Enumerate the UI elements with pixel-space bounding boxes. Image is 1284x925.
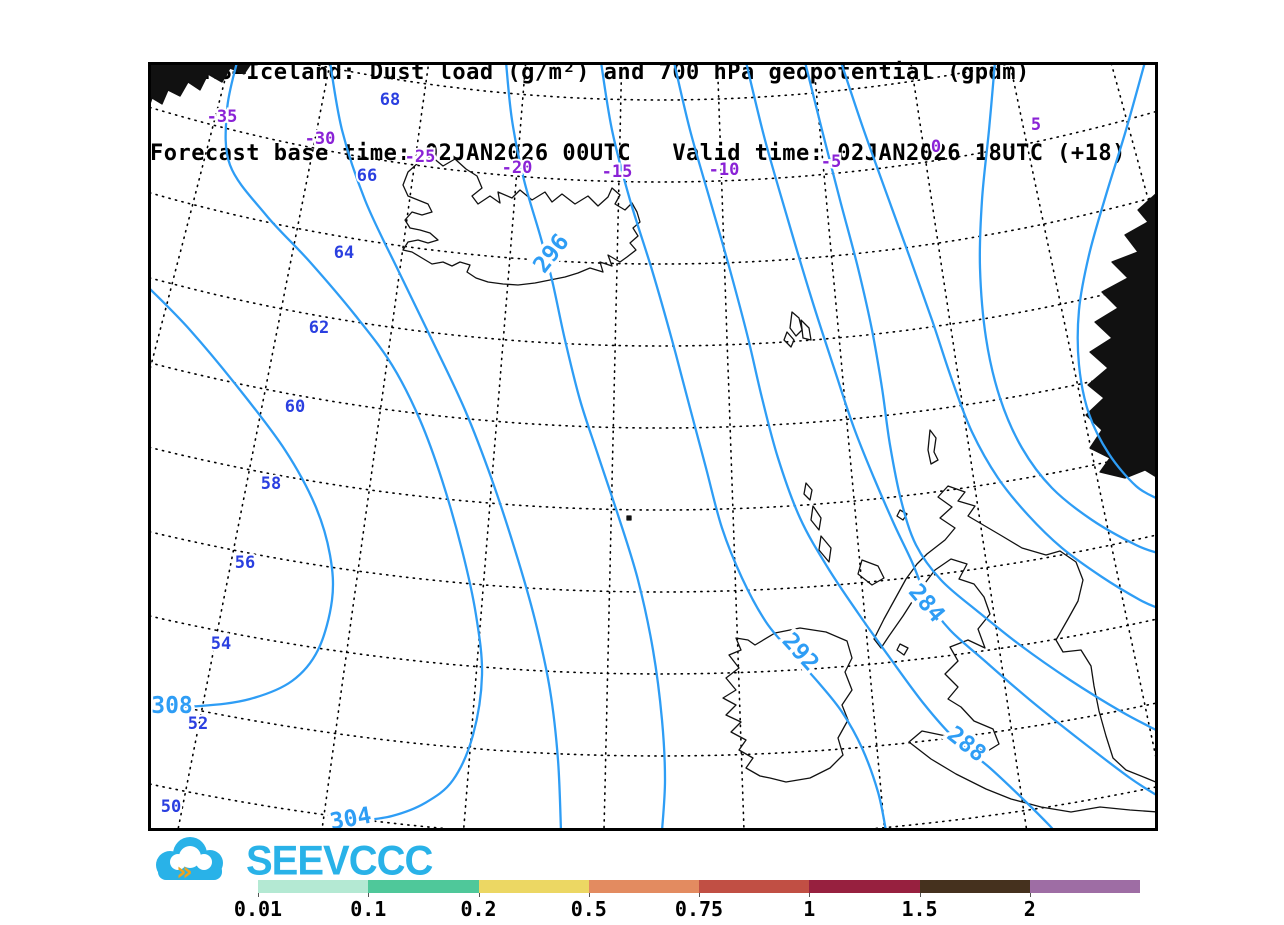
seevccc-cloud-icon: » <box>156 837 223 887</box>
logo-arrow-icon: » <box>176 857 193 887</box>
contour-label-288: 288 <box>942 721 991 767</box>
graticule-parallel-58 <box>149 446 1157 511</box>
graticule-parallel-54 <box>149 614 1157 675</box>
latitude-label-56: 56 <box>235 553 255 573</box>
latitude-label-60: 60 <box>285 397 305 417</box>
seevccc-logo: » SEEVCCC <box>146 833 433 889</box>
graticule-meridian--15 <box>603 63 623 830</box>
map-label-layer: -35 -30 -25 -20 -15 -10 -5 0 5 68 66 64 62 60 58 56 54 52… <box>159 88 1043 819</box>
longitude-label--20: -20 <box>502 158 533 178</box>
contour-line-300 <box>328 63 563 830</box>
coastline-iceland <box>402 156 641 286</box>
longitude-label--25: -25 <box>405 147 436 167</box>
latitude-label-64: 64 <box>334 243 354 263</box>
coastline-layer <box>149 63 1157 813</box>
islet-dot <box>626 515 632 521</box>
coastline-ireland <box>722 627 853 783</box>
logo-text: SEEVCCC <box>246 837 433 884</box>
coastline-greenland <box>149 63 253 110</box>
graticule-parallel-66 <box>149 106 1157 183</box>
contour-line-304 <box>224 63 484 823</box>
graticule-meridian-0 <box>910 63 1028 830</box>
coastline-skye <box>857 559 885 586</box>
contour-line-292 <box>599 63 887 830</box>
coastline-shetland <box>927 429 939 465</box>
longitude-label--15: -15 <box>602 162 633 182</box>
longitude-label--35: -35 <box>207 107 238 127</box>
contour-line-280 <box>804 63 1157 732</box>
graticule-parallel-64 <box>149 191 1157 265</box>
longitude-label-5: 5 <box>1031 115 1041 135</box>
graticule-meridian--40 <box>0 0 190 877</box>
graticule-meridian--5 <box>812 63 886 830</box>
contour-line-272 <box>978 63 1157 554</box>
graticule-parallel-56 <box>149 530 1157 593</box>
coastline-islay <box>896 643 909 656</box>
latitude-label-62: 62 <box>309 318 329 338</box>
contour-line-308 <box>149 286 335 709</box>
contour-label-296: 296 <box>528 229 574 278</box>
latitude-label-58: 58 <box>261 474 281 494</box>
latitude-label-50: 50 <box>161 797 181 817</box>
coastline-faroe-islands <box>783 311 812 348</box>
graticule-meridian--35 <box>149 63 231 377</box>
latitude-label-52: 52 <box>188 714 208 734</box>
graticule-parallel-60 <box>149 361 1157 429</box>
latitude-label-54: 54 <box>211 634 231 654</box>
contour-line-284 <box>745 63 1157 797</box>
graticule-parallel-68 <box>303 63 1017 101</box>
latitude-label-66: 66 <box>357 166 377 186</box>
latitude-label-68: 68 <box>380 90 400 110</box>
map-frame-border <box>148 62 1158 831</box>
contour-line-296 <box>504 63 667 830</box>
contour-label-308: 308 <box>151 693 193 719</box>
graticule-meridian--20 <box>462 63 527 830</box>
map-title-line2: Forecast base time: 02JAN2026 00UTC Vali… <box>150 141 1126 166</box>
graticule-meridian--10 <box>716 63 745 830</box>
longitude-label-0: 0 <box>931 137 941 157</box>
coastline-norway <box>1085 192 1157 479</box>
contour-line-268 <box>1076 63 1157 500</box>
graticule-parallel-70 <box>25 0 1225 18</box>
longitude-label--5: -5 <box>821 152 841 172</box>
longitude-label--30: -30 <box>305 129 336 149</box>
graticule-meridian-10 <box>1110 63 1157 235</box>
coastline-hebrides <box>803 482 832 563</box>
contour-line-288 <box>673 63 1055 830</box>
longitude-label--10: -10 <box>709 160 740 180</box>
contour-line-276 <box>840 63 1157 609</box>
